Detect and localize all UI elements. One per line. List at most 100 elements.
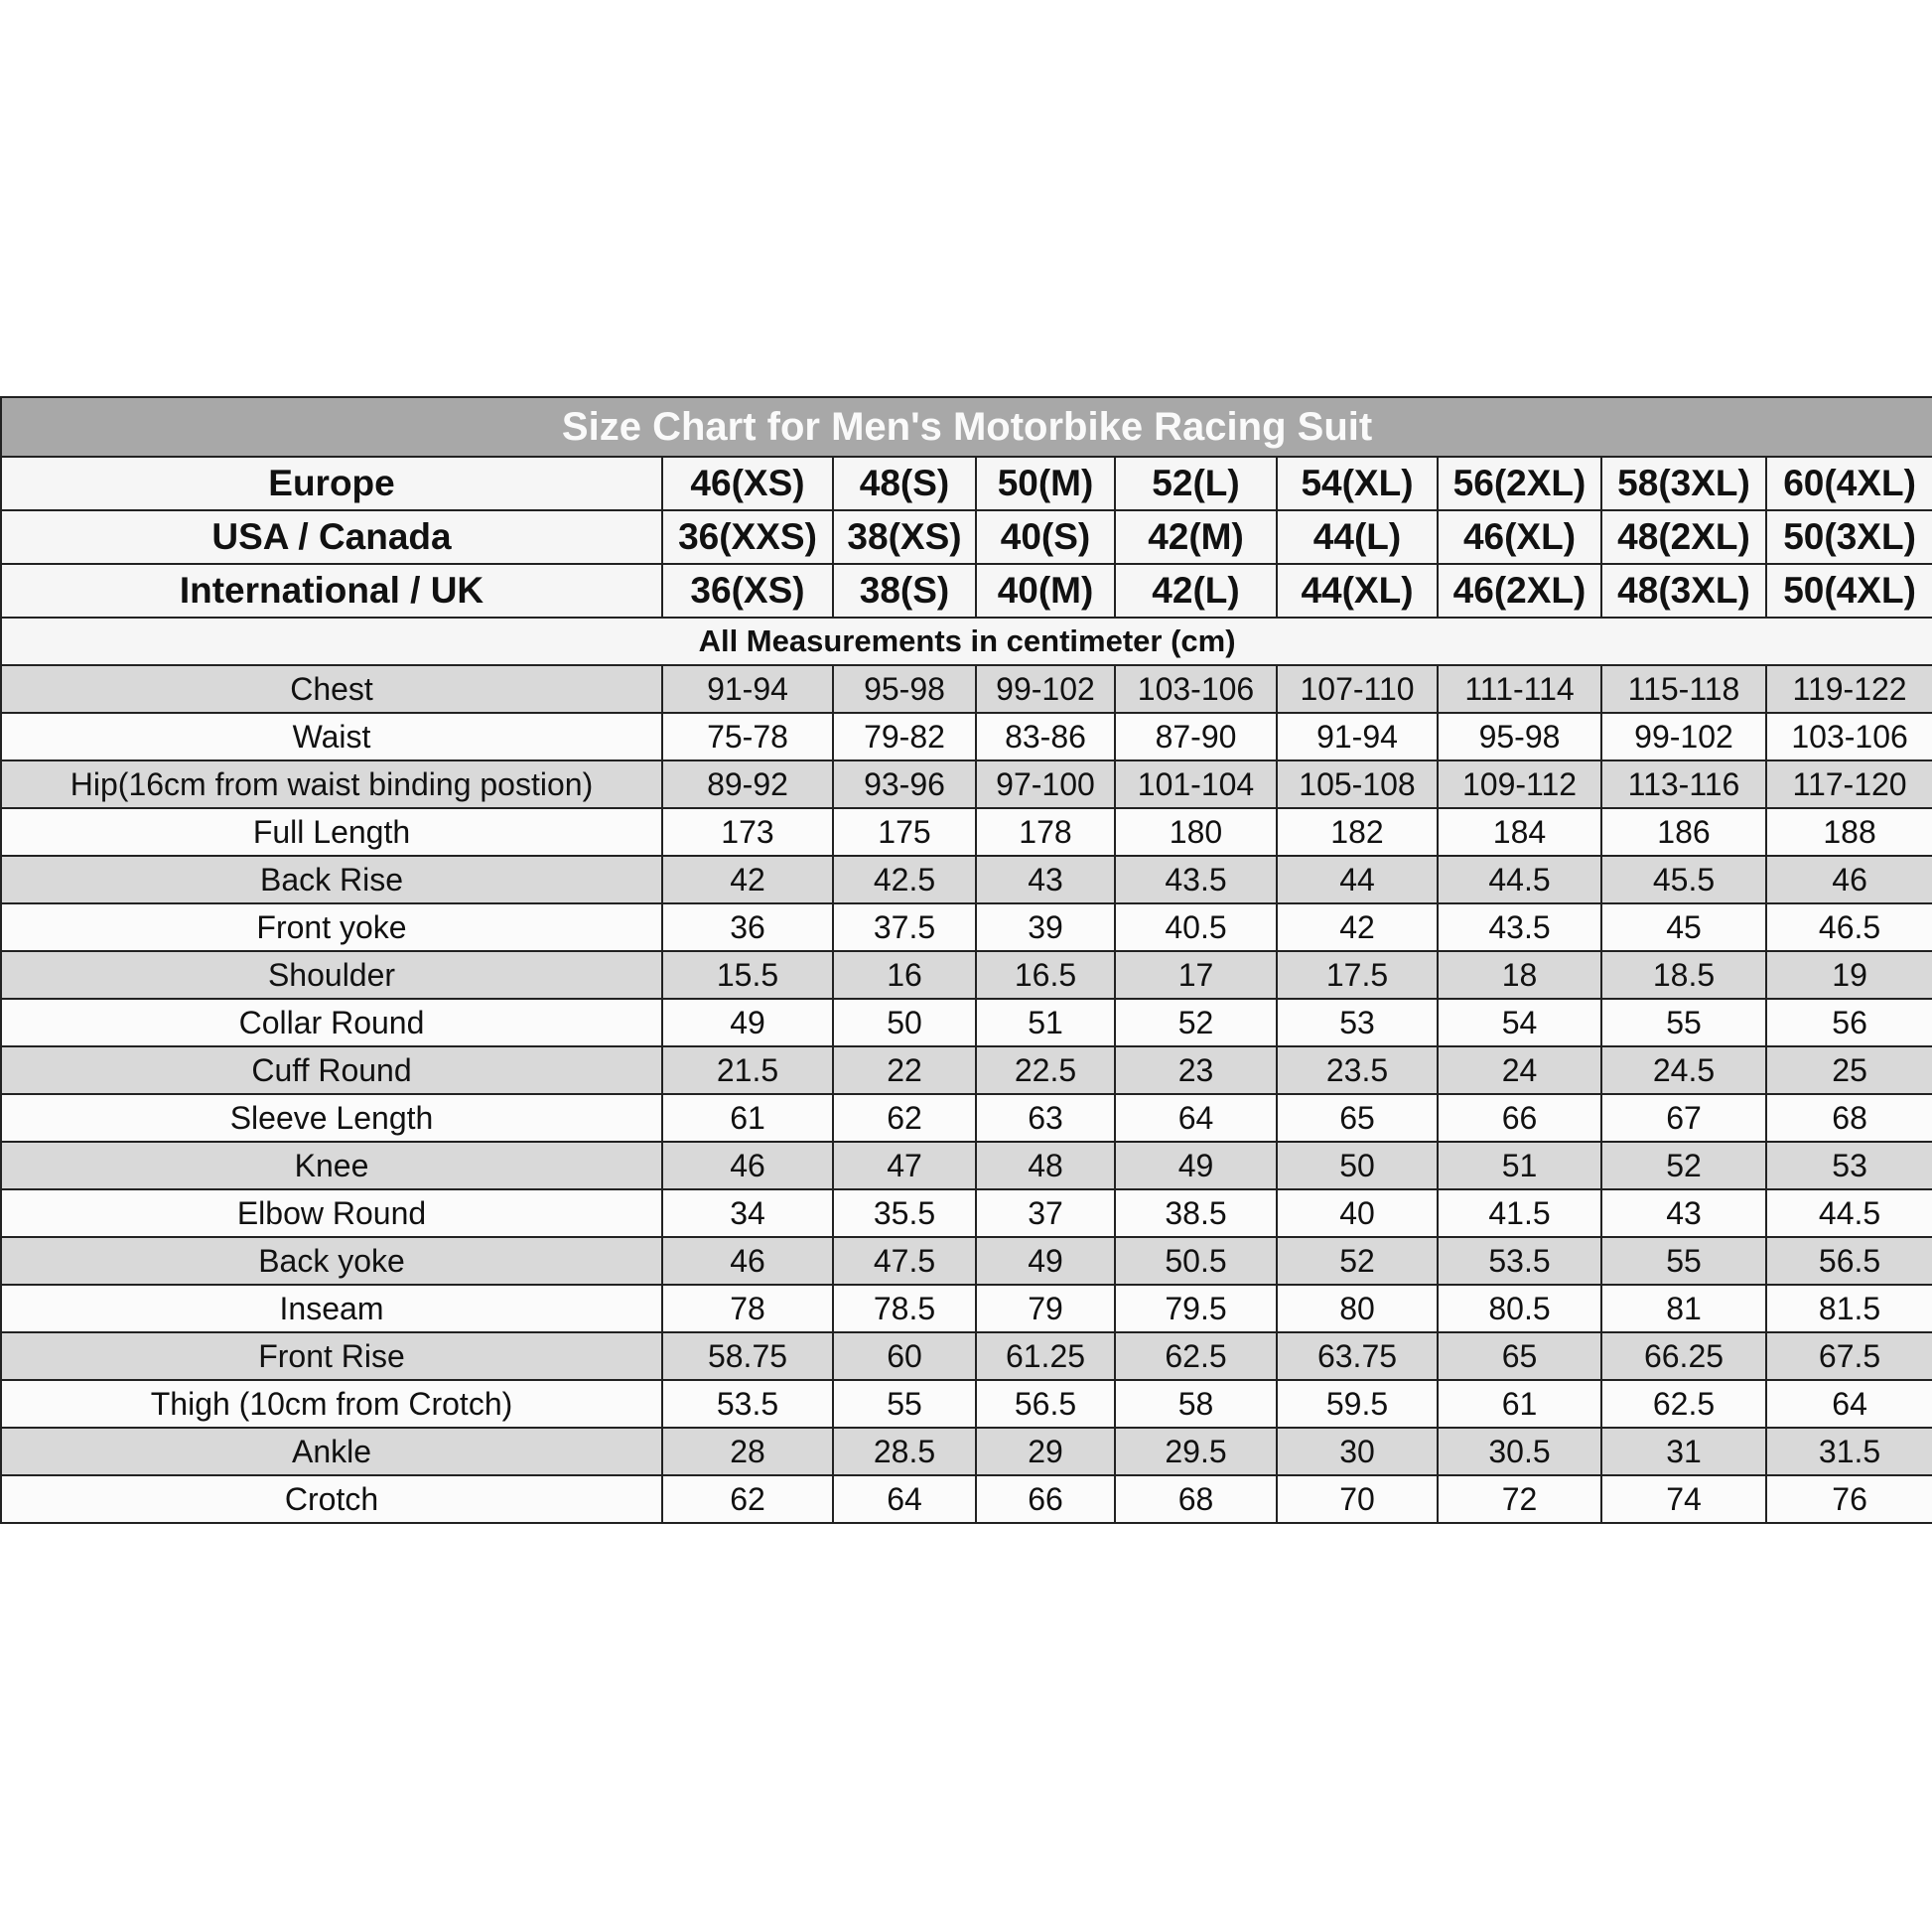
measurement-value: 107-110 — [1276, 664, 1439, 714]
measurement-value: 28 — [661, 1427, 834, 1476]
measurement-value: 25 — [1764, 1045, 1932, 1095]
size-cell: 44(XL) — [1276, 563, 1439, 619]
measurement-value: 59.5 — [1276, 1379, 1439, 1429]
measurement-label: Front yoke — [0, 902, 663, 952]
table-row: Back Rise 42 42.5 43 43.5 44 44.5 45.5 46 — [0, 855, 1932, 904]
measurement-value: 119-122 — [1764, 664, 1932, 714]
measurement-value: 42 — [1276, 902, 1439, 952]
measurement-value: 113-116 — [1600, 759, 1767, 809]
measurement-value: 75-78 — [661, 712, 834, 761]
measurement-value: 68 — [1764, 1093, 1932, 1143]
measurement-value: 67 — [1600, 1093, 1767, 1143]
table-row: Inseam 78 78.5 79 79.5 80 80.5 81 81.5 — [0, 1284, 1932, 1333]
measurement-value: 87-90 — [1114, 712, 1278, 761]
measurement-value: 109-112 — [1437, 759, 1602, 809]
measurement-label: Knee — [0, 1141, 663, 1190]
measurement-value: 99-102 — [975, 664, 1116, 714]
measurement-value: 41.5 — [1437, 1188, 1602, 1238]
measurement-value: 93-96 — [832, 759, 977, 809]
table-row: Chest 91-94 95-98 99-102 103-106 107-110 111-1… — [0, 664, 1932, 714]
measurement-value: 53.5 — [1437, 1236, 1602, 1286]
measurement-value: 31.5 — [1764, 1427, 1932, 1476]
measurement-value: 53 — [1276, 998, 1439, 1047]
table-row: Knee 46 47 48 49 50 51 52 53 — [0, 1141, 1932, 1190]
size-cell: 50(M) — [975, 456, 1116, 511]
table-row: Collar Round 49 50 51 52 53 54 55 56 — [0, 998, 1932, 1047]
measurement-value: 18 — [1437, 950, 1602, 1000]
measurement-value: 101-104 — [1114, 759, 1278, 809]
measurement-value: 184 — [1437, 807, 1602, 857]
measurement-value: 70 — [1276, 1474, 1439, 1524]
measurement-value: 55 — [1600, 998, 1767, 1047]
measurement-value: 46.5 — [1764, 902, 1932, 952]
table-row: Thigh (10cm from Crotch) 53.5 55 56.5 58 59.5… — [0, 1379, 1932, 1429]
measurement-label: Inseam — [0, 1284, 663, 1333]
size-cell: 38(XS) — [832, 509, 977, 565]
measurement-value: 49 — [975, 1236, 1116, 1286]
measurement-value: 51 — [975, 998, 1116, 1047]
measurement-value: 115-118 — [1600, 664, 1767, 714]
size-cell: 42(M) — [1114, 509, 1278, 565]
measurement-value: 178 — [975, 807, 1116, 857]
measurement-label: Chest — [0, 664, 663, 714]
measurement-value: 65 — [1276, 1093, 1439, 1143]
measurement-value: 64 — [1764, 1379, 1932, 1429]
measurement-value: 45.5 — [1600, 855, 1767, 904]
measurement-value: 44 — [1276, 855, 1439, 904]
measurement-label: Thigh (10cm from Crotch) — [0, 1379, 663, 1429]
measurement-value: 22.5 — [975, 1045, 1116, 1095]
size-system-label: International / UK — [0, 563, 663, 619]
size-cell: 48(2XL) — [1600, 509, 1767, 565]
measurement-value: 97-100 — [975, 759, 1116, 809]
measurement-value: 43 — [975, 855, 1116, 904]
size-cell: 52(L) — [1114, 456, 1278, 511]
measurement-value: 76 — [1764, 1474, 1932, 1524]
measurement-value: 30 — [1276, 1427, 1439, 1476]
measurement-value: 117-120 — [1764, 759, 1932, 809]
measurement-value: 44.5 — [1764, 1188, 1932, 1238]
measurement-value: 23 — [1114, 1045, 1278, 1095]
measurement-value: 95-98 — [832, 664, 977, 714]
measurement-note: All Measurements in centimeter (cm) — [0, 617, 1932, 666]
measurement-value: 17 — [1114, 950, 1278, 1000]
measurement-value: 15.5 — [661, 950, 834, 1000]
measurement-value: 62 — [661, 1474, 834, 1524]
measurement-value: 173 — [661, 807, 834, 857]
measurement-value: 17.5 — [1276, 950, 1439, 1000]
measurement-value: 95-98 — [1437, 712, 1602, 761]
measurement-value: 83-86 — [975, 712, 1116, 761]
measurement-value: 56.5 — [1764, 1236, 1932, 1286]
measurement-value: 30.5 — [1437, 1427, 1602, 1476]
measurement-value: 61.25 — [975, 1331, 1116, 1381]
measurement-value: 66 — [1437, 1093, 1602, 1143]
measurement-value: 34 — [661, 1188, 834, 1238]
size-cell: 58(3XL) — [1600, 456, 1767, 511]
measurement-value: 19 — [1764, 950, 1932, 1000]
measurement-value: 61 — [661, 1093, 834, 1143]
measurement-label: Collar Round — [0, 998, 663, 1047]
measurement-value: 50 — [832, 998, 977, 1047]
measurement-label: Crotch — [0, 1474, 663, 1524]
measurement-label: Hip(16cm from waist binding postion) — [0, 759, 663, 809]
table-row: Hip(16cm from waist binding postion) 89-9… — [0, 759, 1932, 809]
measurement-label: Back yoke — [0, 1236, 663, 1286]
measurement-value: 80.5 — [1437, 1284, 1602, 1333]
measurement-value: 180 — [1114, 807, 1278, 857]
measurement-value: 61 — [1437, 1379, 1602, 1429]
measurement-value: 58 — [1114, 1379, 1278, 1429]
measurement-value: 58.75 — [661, 1331, 834, 1381]
size-system-label: Europe — [0, 456, 663, 511]
measurement-value: 55 — [1600, 1236, 1767, 1286]
measurement-value: 56.5 — [975, 1379, 1116, 1429]
size-system-row: International / UK 36(XS) 38(S) 40(M) 42(L) 4… — [0, 563, 1932, 619]
measurement-value: 91-94 — [1276, 712, 1439, 761]
measurement-value: 16 — [832, 950, 977, 1000]
measurement-label: Waist — [0, 712, 663, 761]
measurement-value: 24.5 — [1600, 1045, 1767, 1095]
measurement-value: 53.5 — [661, 1379, 834, 1429]
measurement-value: 111-114 — [1437, 664, 1602, 714]
size-cell: 40(M) — [975, 563, 1116, 619]
measurement-value: 46 — [661, 1141, 834, 1190]
measurement-value: 49 — [1114, 1141, 1278, 1190]
measurement-value: 22 — [832, 1045, 977, 1095]
